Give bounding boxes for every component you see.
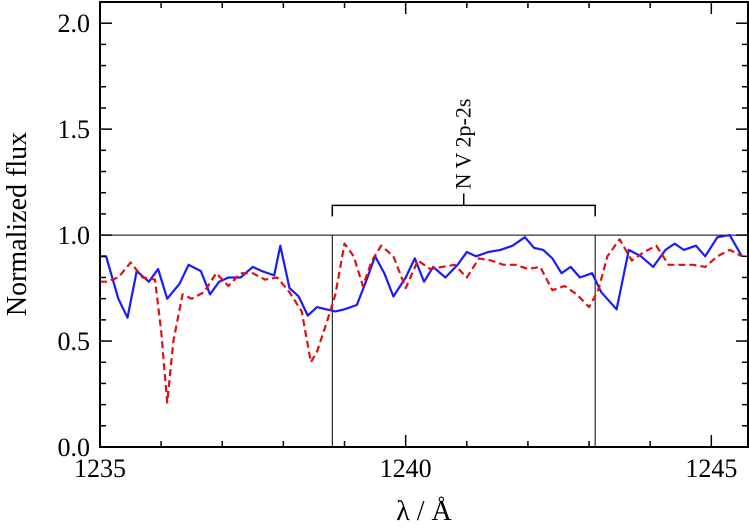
- y-tick-label: 1.5: [58, 115, 91, 144]
- x-axis-title: λ / Å: [396, 496, 452, 527]
- annotation-bracket: [331, 204, 596, 217]
- y-tick-label: 1.0: [58, 221, 91, 250]
- x-tick-label: 1245: [685, 454, 737, 483]
- annotation-label: N V 2p-2s: [451, 99, 476, 190]
- y-tick-label: 0.5: [58, 327, 91, 356]
- plot-frame: [99, 1, 749, 448]
- plot-area: N V 2p-2s 1235 1240 1245 0.0 0.5 1.0 1.5 2.0: [58, 1, 749, 483]
- series-line-2: [100, 238, 743, 404]
- series-line-1: [100, 234, 743, 319]
- y-axis-title: Normalized flux: [2, 132, 33, 316]
- x-tick-label: 1240: [380, 454, 432, 483]
- x-tick-label: 1235: [74, 454, 126, 483]
- y-tick-label: 0.0: [58, 433, 91, 462]
- y-tick-label: 2.0: [58, 9, 91, 38]
